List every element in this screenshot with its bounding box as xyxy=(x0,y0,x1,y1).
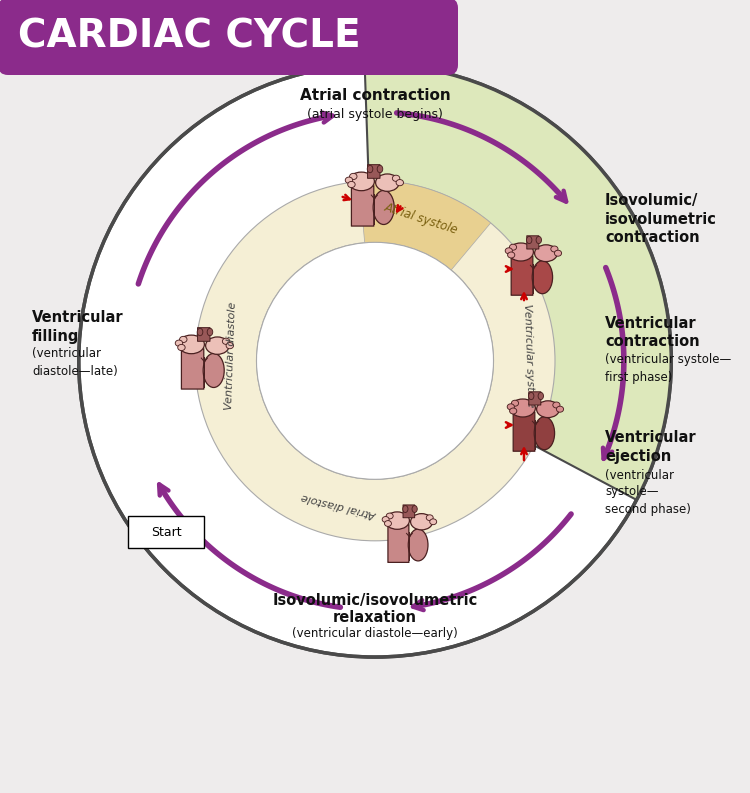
FancyBboxPatch shape xyxy=(0,0,458,75)
Text: (ventricular: (ventricular xyxy=(605,469,674,481)
Text: Ventricular: Ventricular xyxy=(605,431,697,446)
Ellipse shape xyxy=(374,190,394,224)
Ellipse shape xyxy=(385,520,392,527)
Ellipse shape xyxy=(368,165,373,173)
FancyBboxPatch shape xyxy=(512,256,532,295)
Ellipse shape xyxy=(550,246,558,252)
Wedge shape xyxy=(364,64,671,500)
Ellipse shape xyxy=(410,514,433,530)
FancyBboxPatch shape xyxy=(526,236,538,249)
Ellipse shape xyxy=(553,402,560,408)
Text: contraction: contraction xyxy=(605,335,700,350)
Text: isovolumetric: isovolumetric xyxy=(605,212,717,227)
Ellipse shape xyxy=(226,343,233,349)
Text: relaxation: relaxation xyxy=(333,610,417,625)
Ellipse shape xyxy=(529,393,534,400)
Ellipse shape xyxy=(203,354,224,388)
Ellipse shape xyxy=(526,236,532,243)
Text: Atrial contraction: Atrial contraction xyxy=(299,88,450,103)
FancyBboxPatch shape xyxy=(388,525,409,562)
Ellipse shape xyxy=(509,243,533,261)
Text: (ventricular systole—: (ventricular systole— xyxy=(605,354,731,366)
FancyBboxPatch shape xyxy=(182,349,204,389)
Text: Ventricular systole: Ventricular systole xyxy=(522,304,536,408)
Text: filling: filling xyxy=(32,328,80,343)
Text: Start: Start xyxy=(151,526,182,538)
FancyBboxPatch shape xyxy=(529,392,541,405)
Ellipse shape xyxy=(179,336,187,343)
Ellipse shape xyxy=(348,182,355,188)
Ellipse shape xyxy=(508,252,515,258)
Ellipse shape xyxy=(403,505,408,512)
Text: (atrial systole begins): (atrial systole begins) xyxy=(307,108,443,121)
Ellipse shape xyxy=(535,245,557,262)
Ellipse shape xyxy=(348,172,374,190)
Ellipse shape xyxy=(178,344,185,351)
Ellipse shape xyxy=(377,165,382,173)
Ellipse shape xyxy=(345,177,352,183)
Ellipse shape xyxy=(222,338,230,344)
FancyBboxPatch shape xyxy=(513,412,535,451)
Ellipse shape xyxy=(408,529,428,561)
Text: Atrial diastole: Atrial diastole xyxy=(300,492,377,520)
Ellipse shape xyxy=(556,406,563,412)
Circle shape xyxy=(256,243,494,479)
Text: Ventricular: Ventricular xyxy=(605,316,697,331)
Ellipse shape xyxy=(506,247,512,254)
Ellipse shape xyxy=(509,244,517,251)
Text: Ventricular: Ventricular xyxy=(32,309,124,324)
Text: (ventricular: (ventricular xyxy=(32,347,101,361)
FancyBboxPatch shape xyxy=(128,516,204,548)
Wedge shape xyxy=(195,181,555,541)
Ellipse shape xyxy=(510,399,536,417)
Ellipse shape xyxy=(534,416,554,450)
Text: Ventricular diastole: Ventricular diastole xyxy=(224,301,238,410)
FancyBboxPatch shape xyxy=(352,186,374,226)
Ellipse shape xyxy=(536,400,560,418)
Ellipse shape xyxy=(386,513,393,519)
Ellipse shape xyxy=(538,393,544,400)
Text: ejection: ejection xyxy=(605,450,671,465)
Ellipse shape xyxy=(382,516,389,523)
Ellipse shape xyxy=(396,179,404,186)
Text: first phase): first phase) xyxy=(605,370,672,384)
Ellipse shape xyxy=(197,328,202,335)
FancyBboxPatch shape xyxy=(368,165,380,178)
Ellipse shape xyxy=(350,174,357,179)
Ellipse shape xyxy=(412,505,417,512)
Ellipse shape xyxy=(509,408,517,414)
Wedge shape xyxy=(359,181,490,270)
Ellipse shape xyxy=(426,515,433,520)
Ellipse shape xyxy=(554,251,562,256)
Ellipse shape xyxy=(512,400,518,406)
Text: Isovolumic/: Isovolumic/ xyxy=(605,193,698,208)
Ellipse shape xyxy=(532,261,553,293)
Text: CARDIAC CYCLE: CARDIAC CYCLE xyxy=(18,18,361,56)
Ellipse shape xyxy=(385,512,410,529)
Ellipse shape xyxy=(207,328,213,335)
Text: systole—: systole— xyxy=(605,485,658,499)
Ellipse shape xyxy=(376,174,399,191)
FancyBboxPatch shape xyxy=(403,505,415,518)
Ellipse shape xyxy=(392,175,400,182)
Circle shape xyxy=(79,64,671,657)
Ellipse shape xyxy=(536,236,542,243)
Text: second phase): second phase) xyxy=(605,503,691,515)
Text: Isovolumic/isovolumetric: Isovolumic/isovolumetric xyxy=(272,593,478,608)
Ellipse shape xyxy=(206,337,230,354)
Ellipse shape xyxy=(507,404,515,410)
Text: Atrial systole: Atrial systole xyxy=(382,201,460,237)
Ellipse shape xyxy=(178,335,205,354)
Ellipse shape xyxy=(430,519,436,525)
Ellipse shape xyxy=(176,340,183,347)
Text: contraction: contraction xyxy=(605,231,700,246)
Text: diastole—late): diastole—late) xyxy=(32,365,118,377)
FancyBboxPatch shape xyxy=(197,328,210,341)
Text: (ventricular diastole—early): (ventricular diastole—early) xyxy=(292,627,458,640)
